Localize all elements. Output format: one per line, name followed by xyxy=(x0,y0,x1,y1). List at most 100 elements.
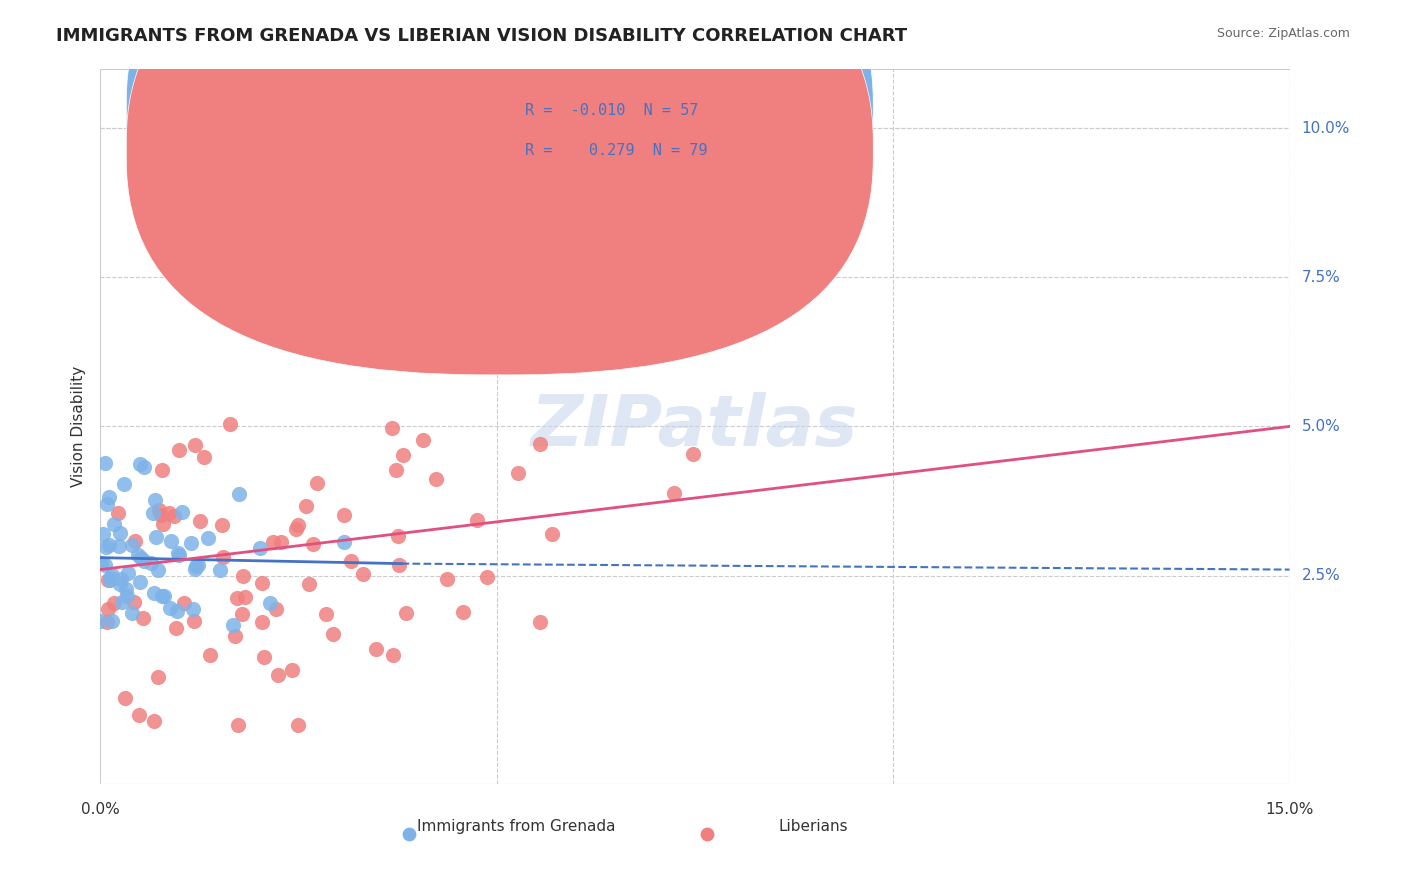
Point xyxy=(181,601,204,615)
Point xyxy=(233,590,256,604)
Point xyxy=(148,670,170,684)
Point xyxy=(333,508,356,523)
Point xyxy=(163,509,186,524)
Point xyxy=(122,595,145,609)
Point xyxy=(184,562,207,576)
Text: 2.5%: 2.5% xyxy=(1302,568,1340,583)
FancyBboxPatch shape xyxy=(127,0,873,375)
Point xyxy=(406,181,429,195)
Text: 5.0%: 5.0% xyxy=(1302,419,1340,434)
Point xyxy=(322,627,344,641)
Point xyxy=(333,535,356,549)
Point xyxy=(541,526,564,541)
Point xyxy=(127,548,149,562)
Text: Liberians: Liberians xyxy=(779,820,849,834)
Point xyxy=(167,546,190,560)
Point xyxy=(100,574,122,588)
Point xyxy=(115,589,138,603)
Point xyxy=(224,629,246,643)
Point xyxy=(281,663,304,677)
Point xyxy=(267,668,290,682)
Point xyxy=(565,151,588,165)
Point xyxy=(259,596,281,610)
Point xyxy=(143,714,166,729)
Point xyxy=(208,563,231,577)
Point xyxy=(145,530,167,544)
Point xyxy=(485,211,508,225)
Point xyxy=(529,436,551,450)
Point xyxy=(187,558,209,572)
Point xyxy=(451,605,474,619)
Point xyxy=(149,508,172,522)
Point xyxy=(301,537,323,551)
Point xyxy=(226,717,249,731)
Point xyxy=(159,601,181,615)
Point xyxy=(96,615,118,630)
Point xyxy=(315,607,337,621)
Text: ZIPatlas: ZIPatlas xyxy=(531,392,859,461)
Point xyxy=(165,621,187,635)
Point xyxy=(89,615,111,629)
Point xyxy=(412,434,434,448)
Point xyxy=(170,505,193,519)
Point xyxy=(150,589,173,603)
Point xyxy=(101,567,124,582)
Point xyxy=(198,648,221,663)
Text: R =  -0.010  N = 57: R = -0.010 N = 57 xyxy=(524,103,699,119)
Point xyxy=(388,558,411,572)
Point xyxy=(152,517,174,532)
Point xyxy=(529,615,551,629)
Point xyxy=(381,420,404,434)
Point xyxy=(340,554,363,568)
Point xyxy=(287,518,309,533)
Point xyxy=(97,573,120,587)
Point xyxy=(108,539,131,553)
Point xyxy=(295,499,318,513)
Point xyxy=(305,476,328,491)
Point xyxy=(128,707,150,722)
Point xyxy=(662,486,685,500)
Point xyxy=(228,487,250,501)
Point xyxy=(287,717,309,731)
Y-axis label: Vision Disability: Vision Disability xyxy=(72,366,86,487)
Point xyxy=(298,577,321,591)
Point xyxy=(222,618,245,632)
Point xyxy=(111,594,134,608)
Point xyxy=(169,443,191,458)
Point xyxy=(121,606,143,620)
Point xyxy=(193,450,215,465)
Point xyxy=(465,513,488,527)
Point xyxy=(180,535,202,549)
Text: IMMIGRANTS FROM GRENADA VS LIBERIAN VISION DISABILITY CORRELATION CHART: IMMIGRANTS FROM GRENADA VS LIBERIAN VISI… xyxy=(56,27,907,45)
Point xyxy=(101,614,124,628)
Point xyxy=(112,476,135,491)
Point xyxy=(173,596,195,610)
Point xyxy=(142,586,165,600)
Point xyxy=(98,491,121,505)
Point xyxy=(157,507,180,521)
Point xyxy=(264,601,287,615)
Point xyxy=(117,566,139,580)
Point xyxy=(90,556,112,570)
Point xyxy=(148,503,170,517)
Point xyxy=(225,591,247,605)
Point xyxy=(150,463,173,477)
Point xyxy=(270,534,292,549)
Point xyxy=(94,540,117,554)
Point xyxy=(103,517,125,532)
Text: 15.0%: 15.0% xyxy=(1265,802,1313,817)
Point xyxy=(232,569,254,583)
Point xyxy=(231,607,253,621)
Point xyxy=(184,558,207,573)
Point xyxy=(425,472,447,486)
Point xyxy=(197,531,219,545)
Point xyxy=(91,527,114,541)
Text: 10.0%: 10.0% xyxy=(1302,120,1350,136)
Point xyxy=(387,529,409,543)
Point xyxy=(253,650,276,665)
Point xyxy=(142,506,165,520)
Point xyxy=(211,517,233,532)
Point xyxy=(436,572,458,586)
Point xyxy=(682,447,704,461)
Point xyxy=(129,574,152,589)
